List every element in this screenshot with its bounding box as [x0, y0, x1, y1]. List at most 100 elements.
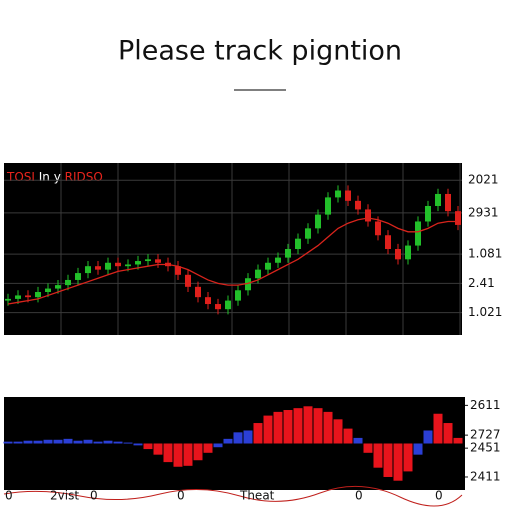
- candle-body: [55, 285, 61, 289]
- histogram-bar: [333, 419, 343, 444]
- histogram-bar: [453, 437, 463, 444]
- histogram-bar: [203, 443, 213, 453]
- histogram-bar: [133, 443, 143, 446]
- candle-body: [285, 249, 291, 258]
- candle-body: [305, 228, 311, 239]
- x-label: 0: [435, 489, 443, 503]
- histogram-bar: [313, 408, 323, 444]
- x-label: 0: [5, 489, 13, 503]
- histogram-bar: [113, 441, 123, 444]
- histogram-bar: [103, 440, 113, 444]
- candle-body: [265, 262, 271, 270]
- candle-body: [395, 249, 401, 260]
- histogram-bar: [283, 410, 293, 444]
- histogram-bar: [263, 415, 273, 444]
- candle-body: [315, 214, 321, 229]
- histogram-bar: [303, 406, 313, 444]
- candle-body: [145, 259, 151, 262]
- histogram-bar: [423, 430, 433, 444]
- candle-body: [355, 200, 361, 210]
- candle-body: [375, 221, 381, 236]
- candle-body: [25, 295, 31, 298]
- histogram-bar: [233, 432, 243, 444]
- candle-body: [235, 290, 241, 301]
- candle-body: [215, 304, 221, 310]
- candle-body: [35, 292, 41, 298]
- candle-body: [245, 278, 251, 291]
- histogram-bar: [153, 443, 163, 455]
- candle-body: [425, 206, 431, 222]
- histogram-bar: [353, 437, 363, 444]
- histogram-bar: [173, 443, 183, 467]
- y-tick-label: 1.081: [468, 247, 502, 261]
- moving-average: [7, 217, 458, 305]
- histogram-bar: [413, 443, 423, 455]
- candle-body: [365, 209, 371, 222]
- histogram-bar: [243, 430, 253, 444]
- histogram-bar: [123, 442, 133, 444]
- legend: TOSI In y RIDSO: [6, 170, 103, 184]
- histogram-bar: [73, 440, 83, 444]
- histogram-bar: [183, 443, 193, 466]
- candle-body: [435, 193, 441, 206]
- candle-body: [335, 190, 341, 198]
- legend-item: In y: [39, 170, 61, 184]
- histogram-bar: [23, 440, 33, 444]
- candle-body: [255, 269, 261, 279]
- histogram-bar: [93, 441, 103, 444]
- y-tick-label: 2411: [470, 469, 501, 483]
- legend-item: RIDSO: [65, 170, 103, 184]
- candle-body: [295, 238, 301, 249]
- histogram-bar: [223, 438, 233, 444]
- candle-body: [15, 295, 21, 299]
- histogram-bar: [53, 439, 63, 444]
- candle-body: [135, 261, 141, 265]
- y-tick-label: 2021: [468, 173, 499, 187]
- histogram-bar: [403, 443, 413, 472]
- histogram-bar: [443, 423, 453, 444]
- histogram-bar: [343, 428, 353, 444]
- histogram-bar: [253, 423, 263, 444]
- candle-body: [415, 221, 421, 246]
- candle-body: [275, 257, 281, 263]
- candle-body: [155, 259, 161, 263]
- histogram-bar: [43, 439, 53, 444]
- candle-body: [175, 266, 181, 275]
- price-panel: [4, 163, 462, 335]
- histogram-bar: [83, 439, 93, 444]
- candle-body: [85, 266, 91, 274]
- y-tick-label: 1.021: [468, 305, 502, 319]
- x-label: 0: [177, 489, 185, 503]
- y-tick-label: 2931: [468, 205, 499, 219]
- histogram-bar: [323, 411, 333, 444]
- y-tick-label: 2.41: [468, 276, 495, 290]
- page-title: Please track pigntion: [118, 36, 402, 67]
- candle-body: [405, 245, 411, 260]
- candle-body: [75, 273, 81, 280]
- x-label: 0: [355, 489, 363, 503]
- candle-body: [195, 286, 201, 298]
- bottom-wave: [3, 485, 463, 507]
- histogram-bar: [33, 440, 43, 444]
- candle-body: [225, 300, 231, 310]
- candle-body: [385, 235, 391, 249]
- x-label: Theat: [239, 489, 275, 503]
- candle-body: [205, 297, 211, 305]
- y-tick-label: 2727: [470, 428, 501, 442]
- histogram-bar: [63, 438, 73, 444]
- y-tick-label: 2611: [470, 398, 501, 412]
- candle-body: [445, 193, 451, 212]
- candle-body: [345, 190, 351, 201]
- histogram-bar: [393, 443, 403, 481]
- candle-body: [95, 266, 101, 270]
- histogram-bar: [213, 443, 223, 448]
- candle-body: [5, 298, 11, 301]
- histogram-bar: [273, 411, 283, 444]
- y-tick-label: 2451: [470, 441, 501, 455]
- x-label: 2vist: [50, 489, 79, 503]
- candle-body: [45, 288, 51, 292]
- candle-body: [125, 264, 131, 267]
- candle-body: [65, 279, 71, 286]
